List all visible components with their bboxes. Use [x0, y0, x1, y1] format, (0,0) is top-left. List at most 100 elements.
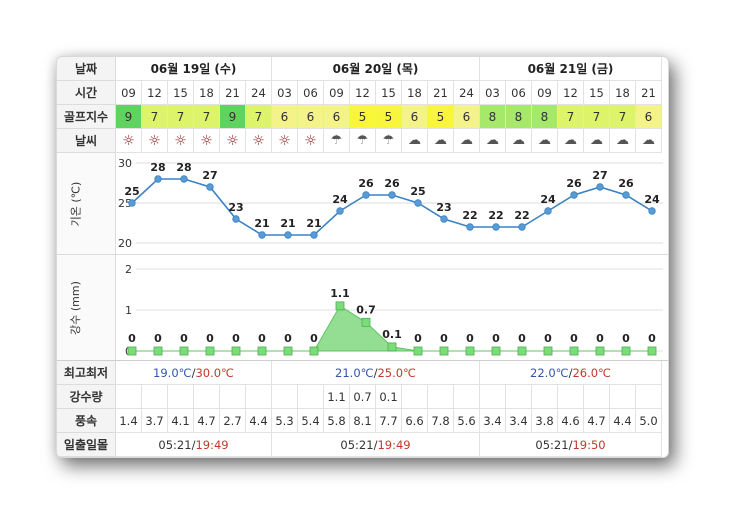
precipitation-point — [283, 346, 293, 356]
sunrise-time: 05:21 — [158, 437, 192, 452]
precipitation-point — [491, 346, 501, 356]
cloud-icon: ☁ — [402, 129, 428, 153]
cloud-icon: ☁ — [558, 129, 584, 153]
wind-speed-cell: 8.1 — [350, 409, 376, 433]
cloud-icon: ☁ — [636, 129, 662, 153]
temperature-point — [284, 231, 292, 239]
cloud-icon: ☁ — [532, 129, 558, 153]
temperature-label: 21 — [306, 217, 321, 230]
sun-times-cell: 05:21/19:50 — [480, 433, 662, 457]
sunset-time: 19:49 — [377, 437, 411, 452]
weather-forecast-card: 날짜 06월 19일 (수) 06월 20일 (목) 06월 21일 (금) 시간 09 1… — [56, 56, 669, 458]
rain-amount-cell — [506, 385, 532, 409]
rain-amount-cell — [454, 385, 480, 409]
precipitation-label: 0 — [544, 332, 552, 345]
temperature-label: 26 — [566, 177, 582, 190]
rain-cloud-icon: ☂ — [324, 129, 350, 153]
time-cell: 03 — [272, 81, 298, 105]
precipitation-label: 0 — [206, 332, 214, 345]
precipitation-point — [439, 346, 449, 356]
rain-amount-cell — [246, 385, 272, 409]
wind-speed-cell: 3.4 — [480, 409, 506, 433]
time-cell: 21 — [636, 81, 662, 105]
minmax-separator: / — [191, 365, 196, 380]
precipitation-point — [621, 346, 631, 356]
sun-separator: / — [373, 437, 378, 452]
y-tick-label: 25 — [118, 197, 132, 210]
temperature-label: 28 — [150, 161, 165, 174]
precipitation-label: 1.1 — [330, 287, 350, 300]
temperature-point — [570, 191, 578, 199]
wind-speed-cell: 5.8 — [324, 409, 350, 433]
time-cell: 06 — [506, 81, 532, 105]
wind-row-label: 풍속 — [57, 409, 116, 433]
time-cell: 15 — [584, 81, 610, 105]
day-header: 06월 21일 (금) — [480, 57, 662, 81]
precipitation-label: 0 — [232, 332, 240, 345]
golf-index-cell: 7 — [246, 105, 272, 129]
precipitation-label: 0 — [648, 332, 656, 345]
rain-amount-cell — [272, 385, 298, 409]
sunrise-time: 05:21 — [535, 437, 569, 452]
cloud-icon: ☁ — [480, 129, 506, 153]
sun-times-cell: 05:21/19:49 — [116, 433, 272, 457]
time-cell: 18 — [402, 81, 428, 105]
wind-speed-cell: 3.8 — [532, 409, 558, 433]
wind-speed-cell: 5.6 — [454, 409, 480, 433]
sun-icon: ☼ — [298, 129, 324, 153]
cloud-icon: ☁ — [454, 129, 480, 153]
temperature-point — [206, 183, 214, 191]
wind-speed-cell: 4.4 — [610, 409, 636, 433]
precipitation-point — [361, 317, 371, 327]
golf-index-cell: 7 — [584, 105, 610, 129]
cloud-icon: ☁ — [584, 129, 610, 153]
temperature-point — [414, 199, 422, 207]
precipitation-label: 0 — [414, 332, 422, 345]
sun-icon: ☼ — [220, 129, 246, 153]
rain-amount-cell: 0.1 — [376, 385, 402, 409]
wind-speed-cell: 5.4 — [298, 409, 324, 433]
precipitation-point — [413, 346, 423, 356]
precipitation-point — [517, 346, 527, 356]
golf-index-cell: 6 — [324, 105, 350, 129]
rain-amount-cell — [584, 385, 610, 409]
time-cell: 15 — [168, 81, 194, 105]
precipitation-label: 0 — [596, 332, 604, 345]
golf-index-cell: 5 — [350, 105, 376, 129]
temperature-label: 24 — [332, 193, 348, 206]
cloud-icon: ☁ — [428, 129, 454, 153]
golf-index-cell: 8 — [480, 105, 506, 129]
temperature-point — [180, 175, 188, 183]
minmax-cell: 19.0℃/30.0℃ — [116, 361, 272, 385]
precipitation-label: 0 — [440, 332, 448, 345]
time-cell: 15 — [376, 81, 402, 105]
temperature-label: 23 — [436, 201, 451, 214]
precipitation-point — [127, 346, 137, 356]
golf-index-cell: 6 — [272, 105, 298, 129]
max-temp: 30.0℃ — [195, 365, 234, 380]
time-cell: 06 — [298, 81, 324, 105]
temperature-point — [154, 175, 162, 183]
precipitation-point — [335, 301, 345, 311]
temperature-label: 25 — [124, 185, 139, 198]
temperature-point — [648, 207, 656, 215]
precipitation-label: 0 — [128, 332, 136, 345]
sunset-time: 19:49 — [195, 437, 229, 452]
rain-cloud-icon: ☂ — [350, 129, 376, 153]
precipitation-label: 0 — [310, 332, 318, 345]
temperature-chart: 30 25 20 25 28 28 27 23 21 21 21 24 26 26 25 23 22 22 22 24… — [57, 157, 668, 255]
precipitation-point — [569, 346, 579, 356]
temperature-label: 26 — [358, 177, 374, 190]
precipitation-area — [132, 305, 652, 352]
precipitation-point — [179, 346, 189, 356]
wind-speed-cell: 7.7 — [376, 409, 402, 433]
rain-amount-cell — [116, 385, 142, 409]
precipitation-point — [153, 346, 163, 356]
wind-speed-cell: 4.6 — [558, 409, 584, 433]
precipitation-label: 0 — [518, 332, 526, 345]
precipitation-label: 0 — [180, 332, 188, 345]
rain-amount-cell — [194, 385, 220, 409]
wind-speed-cell: 7.8 — [428, 409, 454, 433]
time-cell: 21 — [428, 81, 454, 105]
precipitation-label: 0 — [466, 332, 474, 345]
